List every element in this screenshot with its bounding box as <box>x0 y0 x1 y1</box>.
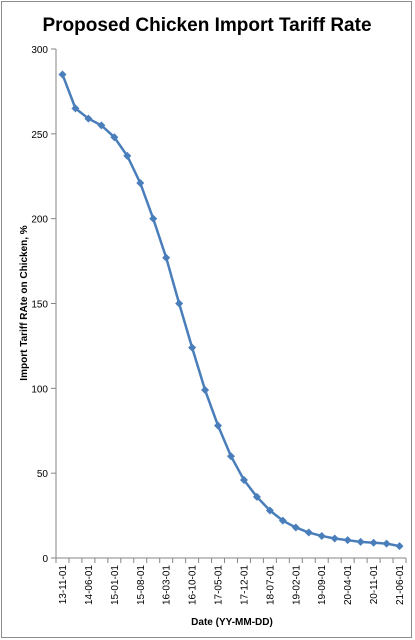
series-line <box>61 74 400 548</box>
data-point <box>395 542 404 551</box>
y-tick-label: 50 <box>37 469 49 480</box>
data-point <box>265 506 274 515</box>
data-point <box>149 214 158 223</box>
data-point <box>214 421 223 430</box>
x-tick-label: 20-11-01 <box>369 565 380 605</box>
data-point <box>382 539 391 548</box>
chart-title: Proposed Chicken Import Tariff Rate <box>42 15 371 36</box>
x-axis-title: Date (YY-MM-DD) <box>191 617 273 628</box>
data-point <box>252 492 261 501</box>
data-point <box>84 114 93 123</box>
data-point <box>110 133 119 142</box>
data-point <box>123 151 132 160</box>
data-point <box>58 70 67 79</box>
x-tick-label: 16-03-01 <box>162 565 173 605</box>
x-tick-label: 13-11-01 <box>58 565 69 605</box>
x-tick-label: 20-04-01 <box>343 565 354 605</box>
x-tick-label: 17-05-01 <box>214 565 225 605</box>
data-point <box>343 536 352 545</box>
y-tick-label: 200 <box>31 215 48 226</box>
y-tick-label: 0 <box>42 554 48 565</box>
data-point <box>201 386 210 395</box>
data-point <box>97 121 106 130</box>
data-point <box>136 179 145 188</box>
data-point <box>291 523 300 532</box>
data-point <box>317 531 326 540</box>
x-tick-label: 15-01-01 <box>110 565 121 605</box>
y-tick-label: 250 <box>31 130 48 141</box>
data-point <box>239 475 248 484</box>
plot-area: 0 50 100 150 200 250 300 13-11-01 14-06-01 15-01-… <box>31 45 407 605</box>
x-tick-label: 21-06-01 <box>395 565 406 605</box>
x-tick-label: 19-09-01 <box>317 565 328 605</box>
data-point <box>304 528 313 537</box>
y-tick-label: 150 <box>31 300 48 311</box>
x-tick-label: 16-10-01 <box>188 565 199 605</box>
y-tick-label: 100 <box>31 384 48 395</box>
y-axis-title: Import Tariff RAte on Chicken, % <box>19 225 30 380</box>
x-tick-label: 18-07-01 <box>265 565 276 605</box>
data-point <box>278 516 287 525</box>
x-tick-label: 17-12-01 <box>239 565 250 605</box>
x-tick-label: 14-06-01 <box>84 565 95 605</box>
x-tick-label: 15-08-01 <box>136 565 147 605</box>
data-point <box>330 534 339 543</box>
data-point <box>162 253 171 262</box>
data-point <box>227 452 235 461</box>
data-point <box>369 538 378 547</box>
y-tick-label: 300 <box>31 45 48 56</box>
data-point <box>188 343 197 352</box>
x-tick-label: 19-02-01 <box>291 565 302 605</box>
data-point <box>71 104 80 113</box>
data-point <box>356 537 365 546</box>
data-point <box>175 299 184 308</box>
